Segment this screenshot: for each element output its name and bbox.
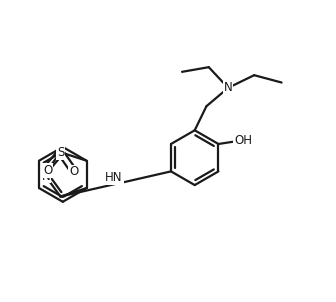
Text: OH: OH — [234, 134, 252, 147]
Text: HN: HN — [105, 171, 123, 184]
Text: S: S — [57, 146, 64, 159]
Text: O: O — [43, 164, 52, 177]
Text: N: N — [224, 81, 233, 94]
Text: N: N — [42, 169, 50, 182]
Text: O: O — [69, 165, 78, 178]
